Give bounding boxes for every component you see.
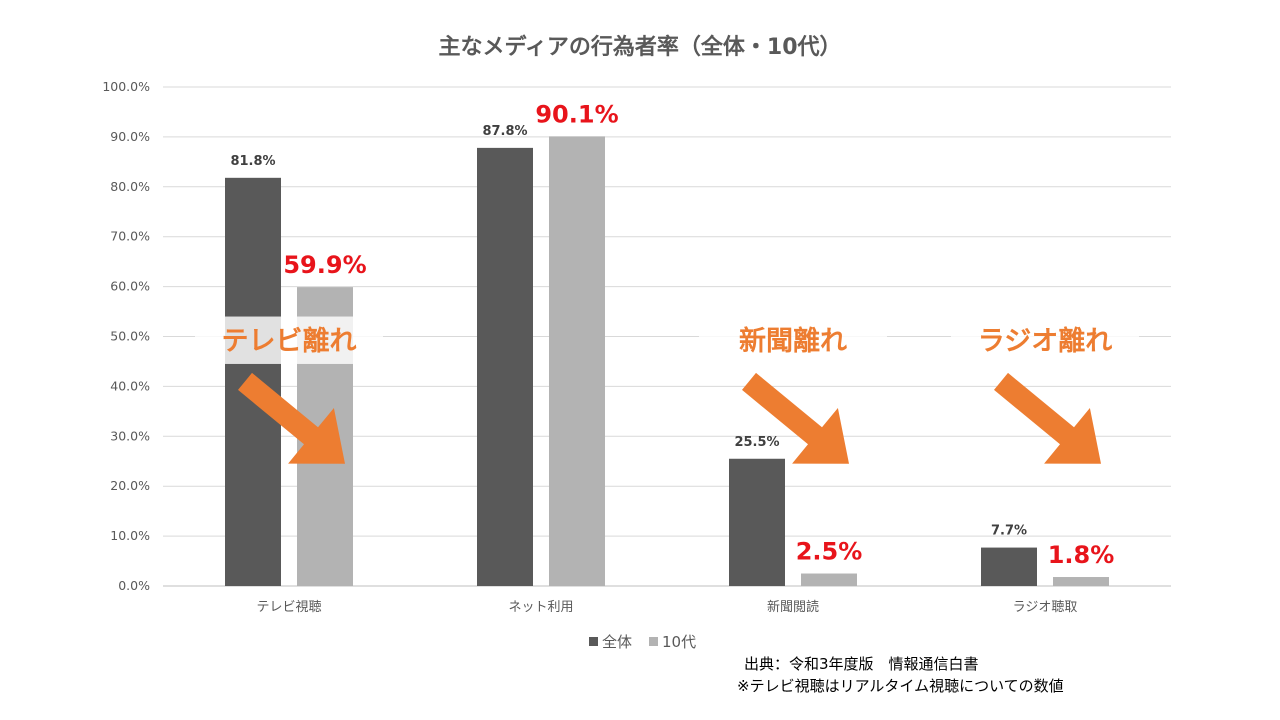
callout-arrow bbox=[238, 372, 345, 464]
data-label-teen: 90.1% bbox=[535, 100, 618, 128]
bar-all bbox=[729, 458, 785, 586]
data-label-teen: 59.9% bbox=[283, 251, 366, 279]
data-labels: テレビ離れ 新聞離れ ラジオ離れ 81.8% 87.8% 25.5% 7.7% 59.9% 90… bbox=[222, 100, 1115, 569]
callout-arrow bbox=[994, 372, 1101, 464]
y-tick-label: 10.0% bbox=[110, 528, 150, 543]
legend-swatch bbox=[649, 637, 658, 646]
bar-all bbox=[477, 147, 533, 587]
y-tick-label: 60.0% bbox=[110, 279, 150, 294]
data-label-teen: 1.8% bbox=[1048, 541, 1115, 569]
bar-teen bbox=[549, 136, 605, 586]
bar-all bbox=[981, 547, 1037, 586]
y-tick-label: 0.0% bbox=[118, 578, 150, 593]
chart-title: 主なメディアの行為者率（全体・10代） bbox=[438, 34, 841, 60]
bar-teen bbox=[801, 573, 857, 586]
x-axis-ticks: テレビ視聴 ネット利用 新聞閲読 ラジオ聴取 bbox=[256, 599, 1077, 615]
callout-arrow bbox=[742, 372, 849, 464]
callout-arrows bbox=[238, 372, 1101, 464]
y-tick-label: 90.0% bbox=[110, 129, 150, 144]
source-note: ※テレビ視聴はリアルタイム視聴についての数値 bbox=[737, 677, 1064, 695]
data-label-all: 7.7% bbox=[991, 524, 1027, 539]
source-citation: 出典：令和3年度版 情報通信白書 bbox=[744, 655, 979, 673]
callout-label: ラジオ離れ bbox=[978, 325, 1112, 357]
y-tick-label: 80.0% bbox=[110, 179, 150, 194]
legend: 全体 10代 bbox=[589, 633, 696, 651]
y-tick-label: 30.0% bbox=[110, 428, 150, 443]
callout-band bbox=[951, 316, 1139, 364]
y-tick-label: 40.0% bbox=[110, 378, 150, 393]
data-label-teen: 2.5% bbox=[796, 538, 863, 566]
callout-bands bbox=[195, 316, 1139, 364]
data-label-all: 87.8% bbox=[482, 124, 527, 139]
bar-teen bbox=[1053, 577, 1109, 586]
x-tick-label: ラジオ聴取 bbox=[1013, 600, 1078, 615]
data-label-all: 25.5% bbox=[734, 435, 779, 450]
callout-band bbox=[195, 316, 383, 364]
y-tick-label: 20.0% bbox=[110, 478, 150, 493]
callout-label: テレビ離れ bbox=[222, 325, 357, 357]
legend-label: 全体 bbox=[602, 633, 632, 651]
legend-label: 10代 bbox=[662, 633, 696, 651]
data-label-all: 81.8% bbox=[230, 154, 275, 169]
callout-label: 新聞離れ bbox=[739, 325, 847, 357]
x-tick-label: テレビ視聴 bbox=[256, 600, 321, 615]
y-tick-label: 50.0% bbox=[110, 329, 150, 344]
x-tick-label: ネット利用 bbox=[508, 600, 573, 615]
x-tick-label: 新聞閲読 bbox=[767, 599, 819, 615]
y-axis-ticks: 0.0% 10.0% 20.0% 30.0% 40.0% 50.0% 60.0% 70.0% 8… bbox=[102, 79, 150, 593]
y-tick-label: 100.0% bbox=[102, 79, 150, 94]
legend-swatch bbox=[589, 637, 598, 646]
callout-band bbox=[699, 316, 887, 364]
y-tick-label: 70.0% bbox=[110, 229, 150, 244]
